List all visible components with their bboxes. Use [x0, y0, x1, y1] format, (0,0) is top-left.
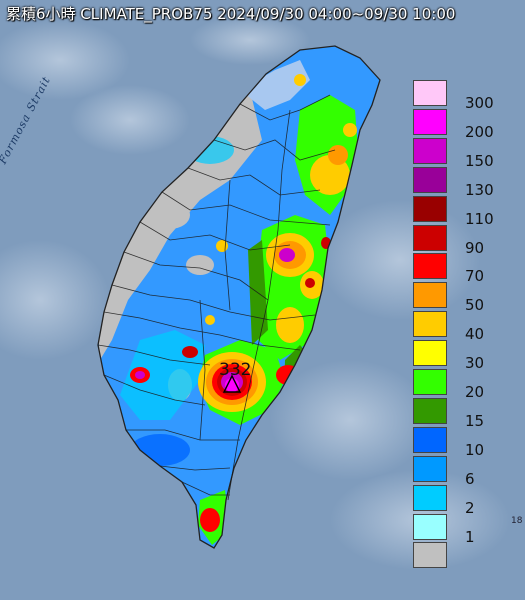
legend-swatch [413, 195, 447, 222]
legend-label: 110 [465, 209, 494, 228]
legend-swatch [413, 253, 447, 280]
legend-swatch [413, 513, 447, 540]
legend-label: 20 [465, 383, 485, 401]
legend-swatch [413, 369, 447, 395]
rainfall-legend: 300 200 150 130 110 90 70 50 40 30 20 15 10 6 2 1 [413, 80, 510, 572]
legend-swatch [413, 282, 447, 309]
legend-label: 70 [465, 267, 485, 286]
max-rainfall-marker [222, 374, 242, 393]
corner-tick: 18 [511, 516, 523, 526]
legend-swatch [413, 455, 447, 482]
legend-label: 90 [465, 238, 485, 257]
legend-label: 200 [465, 122, 494, 141]
legend-label: 150 [465, 151, 494, 170]
max-rainfall-value: 332 [219, 360, 252, 380]
legend-swatch [413, 80, 447, 106]
legend-swatch [413, 397, 447, 424]
legend-label: 300 [465, 94, 494, 112]
legend-swatch [413, 340, 447, 367]
cloud-texture [0, 15, 510, 570]
legend-swatch [413, 108, 447, 135]
legend-label: 30 [465, 354, 485, 373]
map-title: 累積6小時 CLIMATE_PROB75 2024/09/30 04:00~09… [6, 5, 456, 23]
legend-swatch [413, 484, 447, 511]
legend-label: 6 [465, 469, 475, 488]
legend-label: 2 [465, 498, 475, 517]
county-boundaries [97, 94, 336, 501]
legend-label: 130 [465, 180, 494, 199]
legend-label: 40 [465, 325, 485, 344]
legend-swatch [413, 311, 447, 338]
legend-swatch [413, 166, 447, 193]
legend-swatch [413, 426, 447, 453]
legend-swatch [413, 224, 447, 251]
legend-swatch [413, 542, 447, 569]
legend-swatch [413, 137, 447, 164]
legend-label: 15 [465, 411, 485, 430]
legend-label: 10 [465, 440, 485, 459]
legend-label: 50 [465, 296, 485, 315]
legend-label: 1 [465, 527, 475, 546]
